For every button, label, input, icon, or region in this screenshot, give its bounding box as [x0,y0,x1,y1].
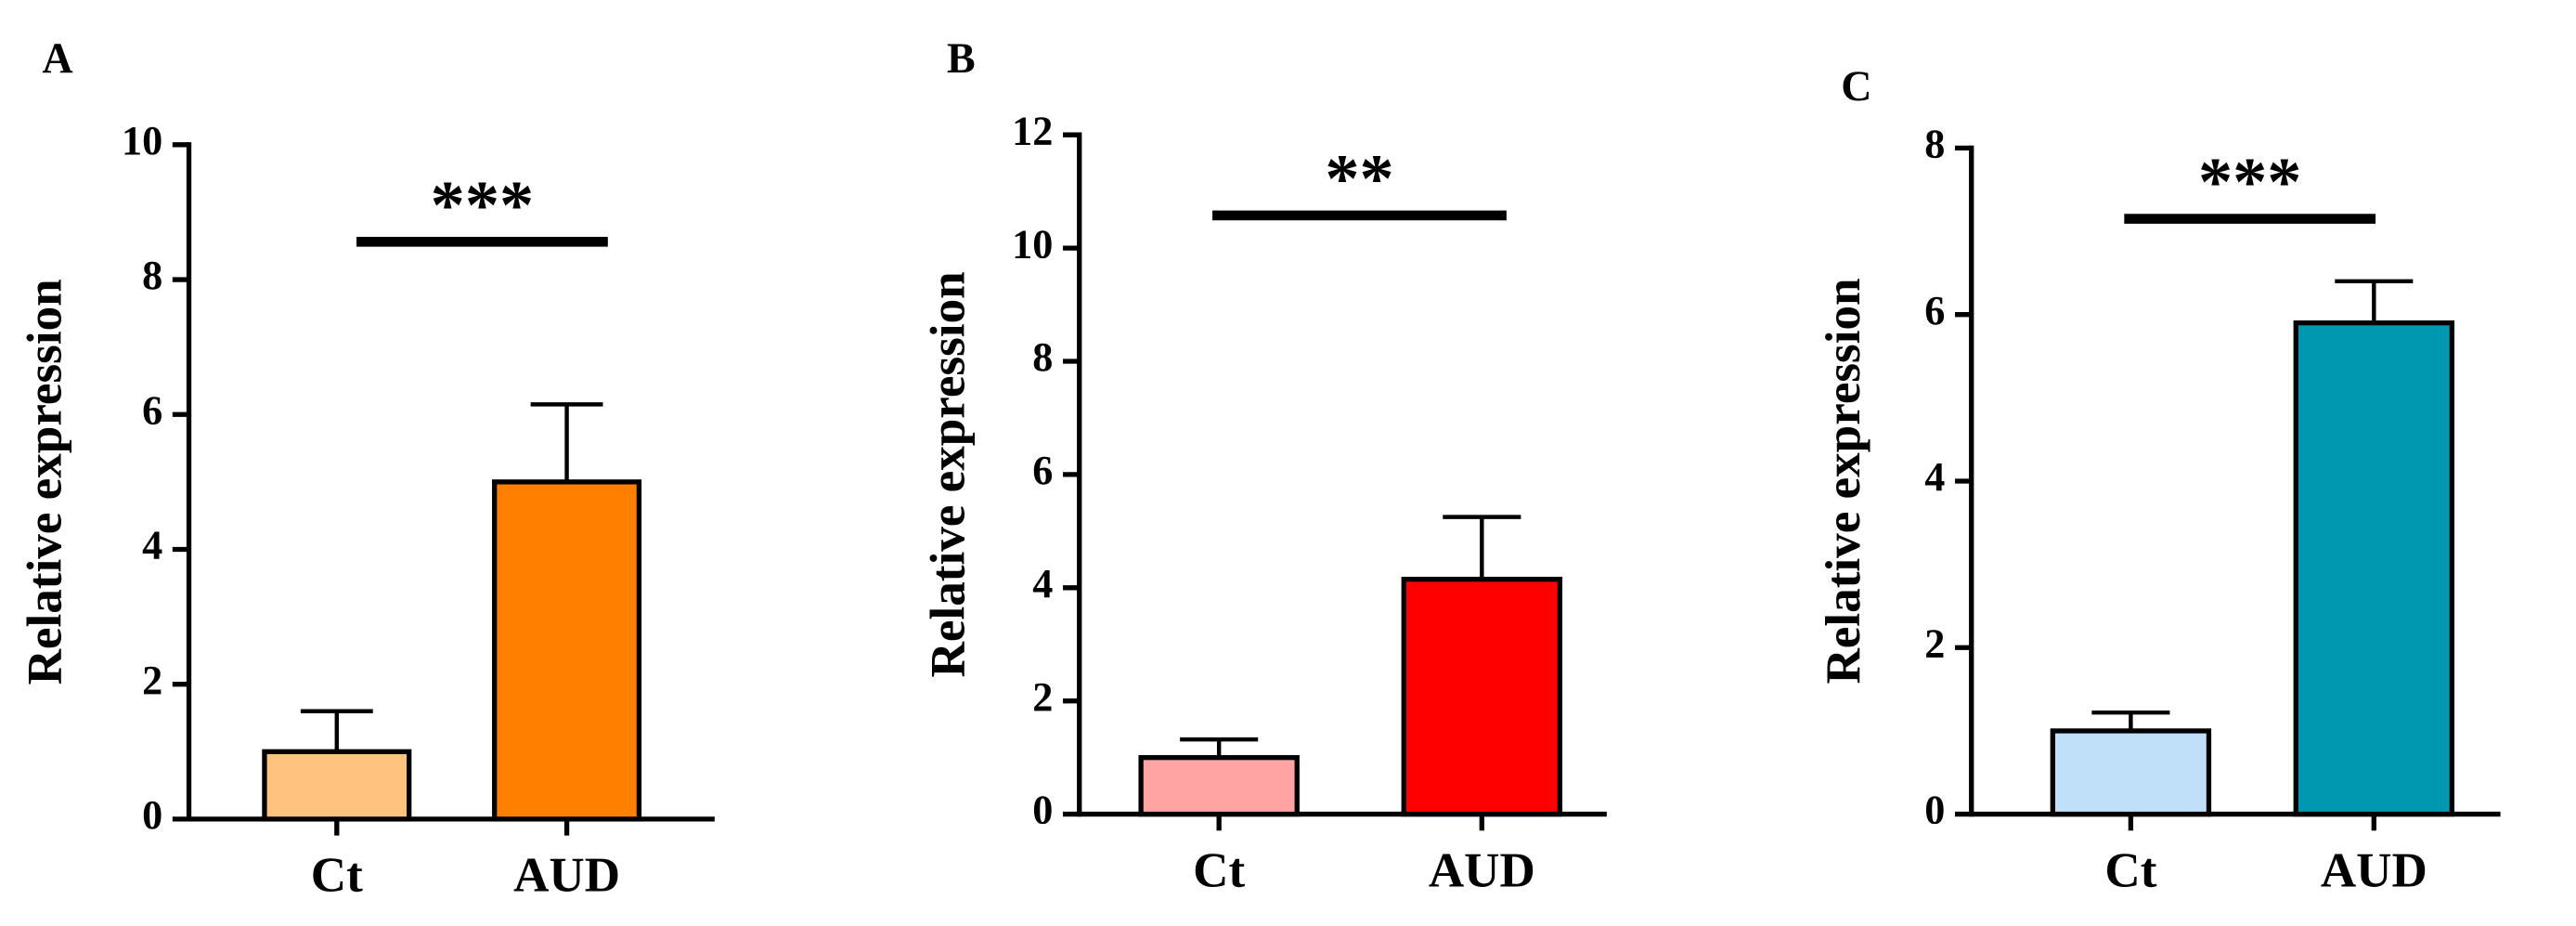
y-tick-label: 8 [142,253,162,298]
x-tick-label: AUD [513,849,620,903]
y-tick-label: 8 [1032,334,1053,380]
x-tick-label: Ct [2104,843,2156,897]
significance-label: *** [2198,145,2301,221]
x-tick-label: Ct [1193,843,1245,897]
y-tick-label: 8 [1924,122,1945,167]
bar [2293,320,2455,817]
y-tick-label: 2 [142,658,162,703]
y-tick-label: 0 [1032,788,1053,833]
y-tick-label: 6 [142,387,162,433]
bar [1401,576,1563,817]
bar [2050,728,2212,817]
y-tick-label: 12 [1012,108,1053,153]
panel-label: A [42,34,72,82]
significance-label: ** [1325,141,1393,217]
bar [1138,754,1300,817]
y-tick-label: 0 [142,792,162,838]
y-tick-label: 2 [1032,674,1053,720]
bar [262,749,412,822]
y-tick-label: 2 [1924,620,1945,666]
y-tick-label: 0 [1924,788,1945,833]
x-tick-label: Ct [311,849,363,903]
y-tick-label: 6 [1924,288,1945,333]
panel-label: B [947,34,976,82]
y-tick-label: 4 [1032,561,1053,606]
panel-label: C [1841,62,1871,110]
y-tick-label: 6 [1032,448,1053,493]
y-tick-label: 4 [142,523,162,568]
x-tick-label: AUD [1429,843,1535,897]
significance-label: *** [431,167,534,243]
y-tick-label: 10 [122,118,162,163]
y-axis-title: Relative expression [18,279,71,685]
bar [492,479,642,822]
y-tick-label: 10 [1012,221,1053,267]
y-axis-title: Relative expression [1817,278,1871,684]
y-axis-title: Relative expression [922,271,976,677]
y-tick-label: 4 [1924,454,1945,500]
x-tick-label: AUD [2321,843,2427,897]
